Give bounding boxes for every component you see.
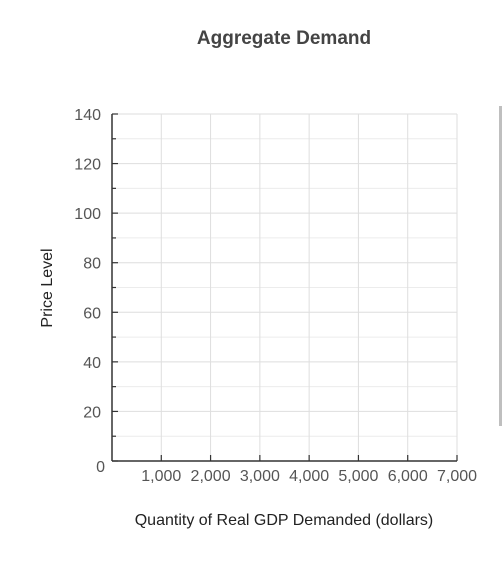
y-tick-label: 100: [74, 206, 101, 223]
x-tick-label: 6,000: [388, 468, 428, 485]
y-tick-label: 120: [74, 157, 101, 174]
chart-title: Aggregate Demand: [196, 28, 372, 49]
panel-edge: [499, 106, 502, 426]
x-tick-label: 1,000: [141, 468, 181, 485]
y-tick-label: 0: [96, 459, 105, 476]
x-tick-label: 2,000: [191, 468, 231, 485]
y-tick-label: 60: [83, 305, 101, 322]
y-tick-label: 140: [74, 107, 101, 124]
y-tick-label: 40: [83, 355, 101, 372]
x-axis-label: Quantity of Real GDP Demanded (dollars): [134, 512, 434, 529]
y-tick-label: 80: [83, 256, 101, 273]
x-tick-label: 4,000: [289, 468, 329, 485]
y-tick-label: 20: [83, 404, 101, 421]
x-tick-label: 5,000: [338, 468, 378, 485]
x-tick-label: 3,000: [240, 468, 280, 485]
x-tick-label: 7,000: [437, 468, 477, 485]
